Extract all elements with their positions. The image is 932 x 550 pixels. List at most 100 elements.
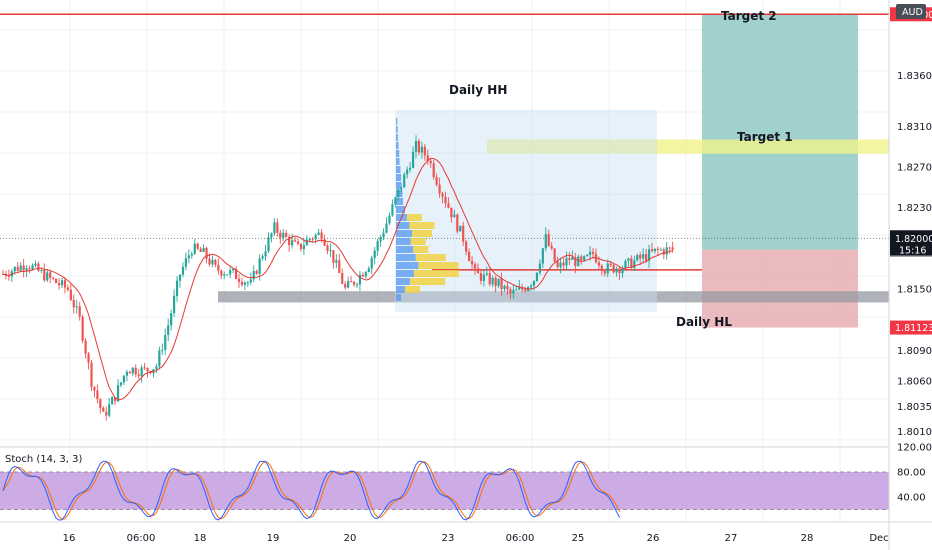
- candle-body: [137, 374, 140, 376]
- price-tick-label: 1.83100: [897, 122, 932, 133]
- candle-body: [429, 160, 432, 164]
- stoch-tick-label: 40.00: [897, 493, 926, 504]
- candle-body: [400, 187, 403, 190]
- candle-body: [411, 151, 415, 168]
- candle-body: [237, 278, 241, 282]
- candle-body: [49, 272, 52, 278]
- candle-body: [506, 285, 509, 290]
- candle-body: [645, 254, 648, 261]
- time-tick-label: 28: [801, 533, 814, 544]
- current-price-box: [890, 230, 932, 256]
- candle-body: [358, 274, 362, 285]
- candle-body: [524, 289, 527, 291]
- candle-body: [181, 266, 185, 275]
- candle-body: [659, 249, 662, 251]
- candle-body: [261, 256, 264, 259]
- daily-hl-label: Daily HL: [676, 315, 732, 329]
- price-tick-label: 1.80350: [897, 402, 932, 413]
- candle-body: [214, 260, 217, 265]
- candle-body: [175, 280, 179, 296]
- candle-body: [367, 268, 370, 272]
- candle-body: [574, 257, 577, 267]
- annotations-layer: Daily HH Daily HL Target 1 Target 2: [449, 9, 793, 329]
- time-axis[interactable]: 16 06:00 18 19 20 23 06:00 25 26 27 28 Dec: [0, 521, 932, 544]
- candle-body: [16, 266, 19, 271]
- candle-body: [128, 371, 131, 374]
- candle-body: [75, 306, 78, 308]
- candle-body: [161, 349, 164, 351]
- profile-bar-blue: [396, 238, 411, 245]
- candle-body: [60, 280, 64, 286]
- target-1-label: Target 1: [737, 130, 793, 144]
- candle-body: [633, 260, 636, 268]
- candle-body: [568, 258, 571, 260]
- candle-body: [143, 367, 146, 369]
- profile-bar-blue: [396, 222, 410, 229]
- profile-bar-blue: [396, 142, 399, 149]
- candle-body: [571, 257, 574, 260]
- candle-body: [438, 184, 441, 194]
- candle-body: [37, 263, 40, 271]
- candle-body: [25, 268, 28, 271]
- time-tick-label: 20: [344, 533, 357, 544]
- candle-body: [167, 325, 170, 336]
- candle-body: [302, 245, 305, 250]
- profile-bar-yellow: [404, 286, 420, 293]
- candle-body: [627, 258, 630, 261]
- candle-body: [282, 232, 285, 238]
- candle-body: [305, 239, 308, 246]
- candle-body: [503, 285, 506, 289]
- candle-body: [370, 258, 373, 269]
- candle-body: [479, 273, 482, 281]
- candle-body: [639, 254, 642, 259]
- candle-body: [102, 407, 105, 412]
- candle-body: [541, 248, 544, 264]
- candle-body: [662, 249, 665, 255]
- price-axis[interactable]: 1.83600 1.83100 1.82700 1.82300 1.81500 1.809…: [888, 0, 932, 550]
- candle-body: [473, 264, 477, 269]
- candle-body: [653, 248, 657, 252]
- candle-body: [550, 245, 553, 249]
- candle-body: [184, 258, 187, 267]
- candle-body: [96, 390, 99, 400]
- price-tick-label: 1.80900: [897, 346, 932, 357]
- candle-body: [178, 274, 182, 281]
- candle-body: [488, 273, 491, 285]
- candle-body: [512, 289, 515, 294]
- candle-body: [347, 281, 350, 288]
- candle-body: [46, 272, 49, 281]
- profile-bar-blue: [396, 262, 419, 269]
- candle-body: [255, 270, 258, 274]
- candles-layer: [1, 135, 674, 421]
- candle-body: [193, 243, 196, 254]
- currency-badge-bg[interactable]: [896, 4, 926, 19]
- candle-body: [252, 270, 255, 280]
- moving-average-line: [2, 157, 673, 401]
- stoch-d-line: [2, 460, 621, 520]
- candle-body: [217, 264, 220, 271]
- candle-body: [597, 262, 600, 266]
- candle-body: [423, 146, 426, 156]
- candle-body: [240, 281, 244, 285]
- candle-body: [435, 177, 438, 185]
- candle-body: [249, 279, 252, 283]
- profile-bar-blue: [396, 118, 398, 125]
- countdown-label: 15:16: [899, 245, 926, 256]
- candle-body: [52, 277, 55, 279]
- candle-body: [553, 248, 556, 262]
- candle-body: [10, 271, 13, 277]
- candle-body: [87, 353, 90, 363]
- candle-body: [93, 386, 96, 391]
- candle-body: [468, 251, 471, 262]
- candle-body: [388, 215, 391, 224]
- stop-zone: [702, 249, 858, 328]
- candle-body: [612, 264, 615, 273]
- candle-body: [226, 274, 229, 276]
- candle-body: [55, 278, 58, 283]
- candle-body: [34, 263, 37, 266]
- profile-bar-blue: [396, 246, 414, 253]
- candle-body: [190, 253, 193, 256]
- candle-body: [223, 274, 226, 276]
- candle-body: [621, 268, 624, 274]
